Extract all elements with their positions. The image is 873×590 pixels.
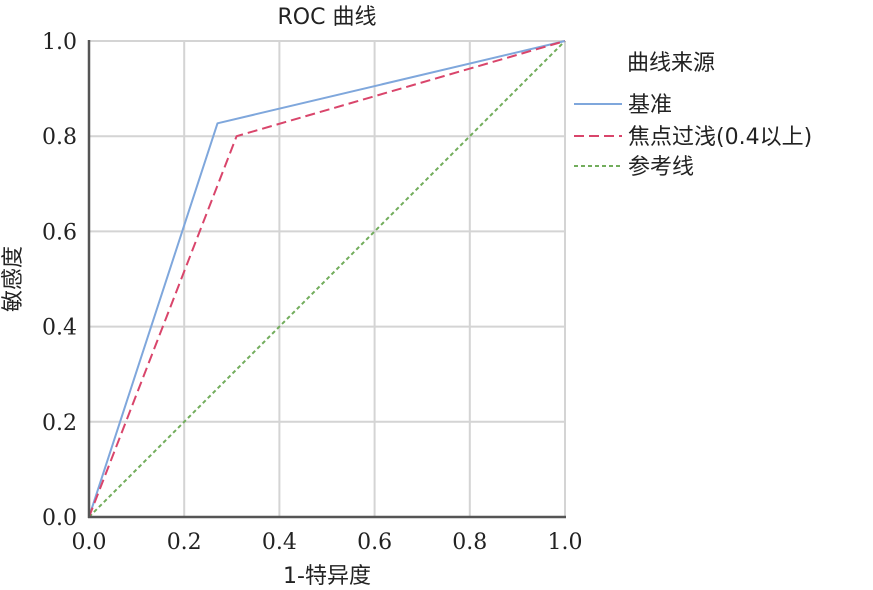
y-tick-label: 0.8 [42,125,77,150]
y-tick-label: 0.0 [42,506,77,531]
x-tick-label: 0.8 [452,530,487,555]
y-tick-label: 0.2 [42,411,77,436]
x-tick-label: 0.6 [357,530,392,555]
x-tick-label: 1.0 [548,530,583,555]
y-tick-label: 0.4 [42,316,77,341]
series-line-0 [88,40,566,518]
legend-label-2: 参考线 [628,155,694,180]
x-tick-label: 0.2 [167,530,202,555]
chart-title: ROC 曲线 [278,5,377,30]
tick-labels: 0.0 0.2 0.4 0.6 0.8 1.0 0.0 0.2 0.4 0.6 0.8 1.0 [42,30,583,555]
x-tick-label: 0.4 [262,530,297,555]
legend-label-1: 焦点过浅(0.4以上) [628,125,812,150]
x-axis-title: 1-特异度 [283,564,371,589]
legend-title: 曲线来源 [627,51,715,76]
legend-label-0: 基准 [628,93,672,118]
y-tick-label: 1.0 [42,30,77,55]
y-axis-title: 敏感度 [1,246,26,312]
series-lines [88,40,566,518]
x-tick-label: 0.0 [72,530,107,555]
series-line-1 [88,40,566,518]
axes [87,40,566,519]
series-line-2 [88,40,566,518]
grid [89,40,566,517]
y-tick-label: 0.6 [42,220,77,245]
